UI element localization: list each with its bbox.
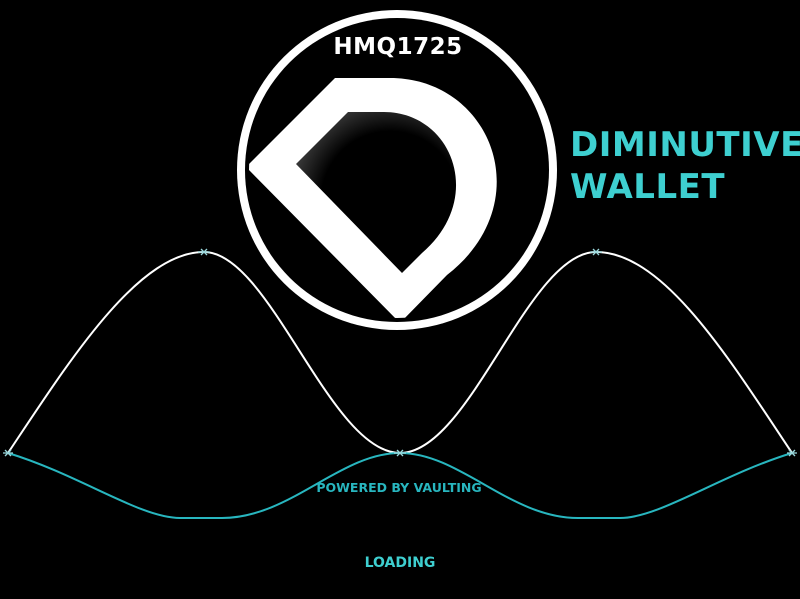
wave-node-markers bbox=[3, 248, 797, 457]
wave-node-marker bbox=[787, 449, 797, 457]
wave-node-marker bbox=[3, 449, 13, 457]
diamond-d-inner-icon bbox=[296, 112, 457, 273]
logo-mark bbox=[237, 10, 557, 330]
powered-by-label: POWERED BY VAULTING bbox=[316, 480, 482, 495]
product-name-line1: DIMINUTIVE bbox=[570, 125, 800, 165]
wave-node-marker bbox=[394, 449, 406, 457]
loading-status-label: LOADING bbox=[364, 555, 436, 571]
product-name-line2: WALLET bbox=[570, 167, 726, 207]
wave-node-marker bbox=[198, 248, 210, 256]
product-name: DIMINUTIVE WALLET bbox=[570, 124, 800, 208]
wave-node-marker bbox=[590, 248, 602, 256]
logo-ticker-label: HMQ1725 bbox=[333, 34, 463, 60]
